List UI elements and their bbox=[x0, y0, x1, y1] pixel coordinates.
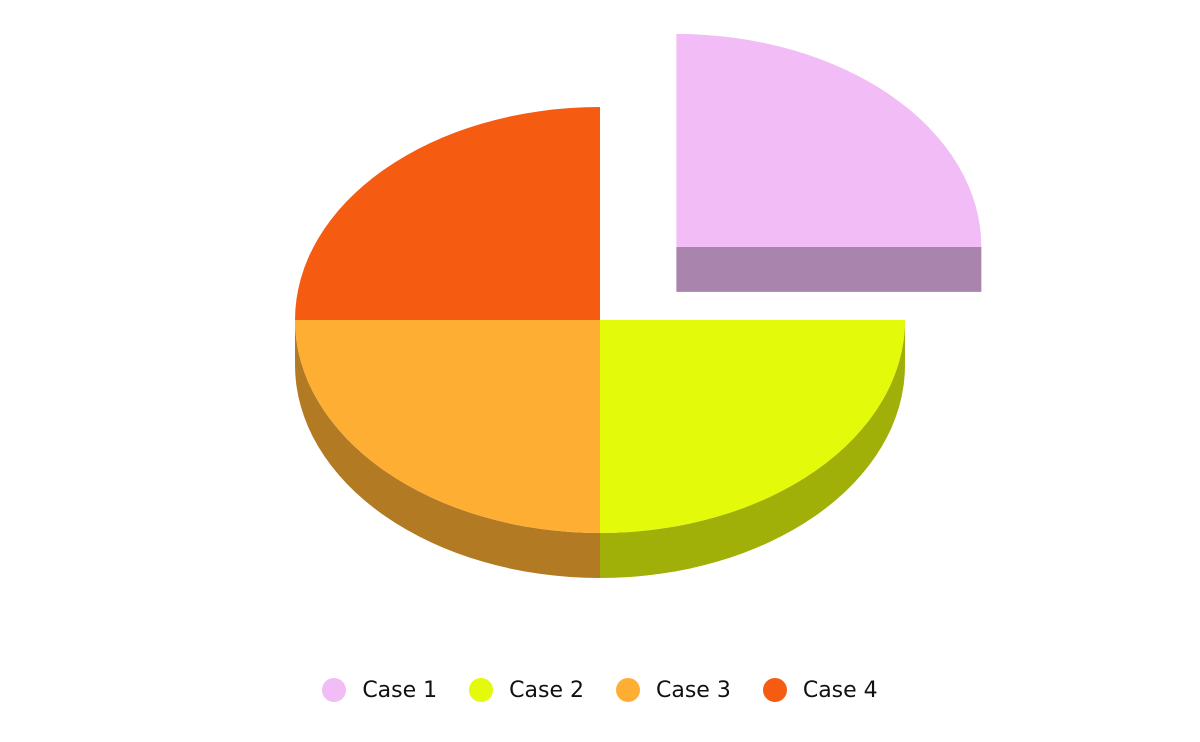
pie-slice-top bbox=[295, 320, 600, 533]
pie-slice-case-2[interactable] bbox=[600, 320, 905, 578]
legend-marker bbox=[616, 678, 640, 702]
pie-slices bbox=[295, 33, 982, 578]
legend-label: Case 1 bbox=[362, 677, 438, 703]
pie-slice-top bbox=[600, 320, 905, 533]
pie-slice-top bbox=[295, 107, 600, 320]
legend-item-case-4[interactable]: Case 4 bbox=[762, 677, 878, 703]
legend-marker bbox=[469, 678, 494, 702]
legend-label: Case 4 bbox=[802, 677, 878, 703]
pie-slice-case-4[interactable] bbox=[295, 107, 600, 320]
pie-slice-side bbox=[295, 320, 600, 578]
legend-marker bbox=[762, 678, 787, 702]
pie-slice-side bbox=[600, 320, 905, 578]
legend-item-case-1[interactable]: Case 1 bbox=[322, 678, 437, 703]
pie-slice-wall bbox=[676, 246, 982, 292]
pie-slice-case-3[interactable] bbox=[295, 320, 600, 578]
legend-item-case-2[interactable]: Case 2 bbox=[469, 678, 584, 703]
legend-marker bbox=[322, 678, 347, 702]
legend: Case 1 Case 2 Case 3 Case 4 bbox=[0, 672, 1200, 708]
pie-slice-top bbox=[676, 33, 982, 247]
legend-item-case-3[interactable]: Case 3 bbox=[616, 678, 731, 703]
pie-slice-case-1[interactable] bbox=[676, 33, 982, 292]
legend-label: Case 3 bbox=[656, 677, 731, 703]
legend-label: Case 2 bbox=[509, 677, 584, 703]
